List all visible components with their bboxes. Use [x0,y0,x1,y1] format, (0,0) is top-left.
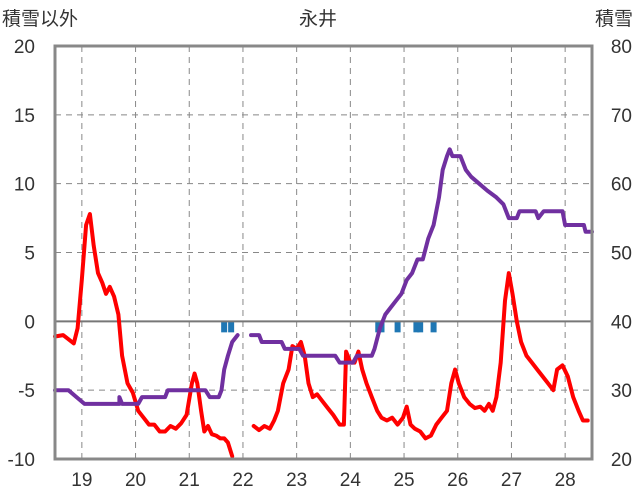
right-tick-label: 70 [611,106,632,127]
x-tick-label: 22 [232,470,253,491]
precip-bar [394,321,401,333]
left-axis-label: 積雪以外 [2,8,78,30]
precip-bar [221,321,228,333]
precip-bar [228,321,235,333]
right-tick-label: 20 [611,450,632,471]
left-tick-label: 5 [24,244,35,265]
line-layer [53,147,594,459]
right-tick-label: 80 [611,37,632,58]
snow-depth-line [249,147,594,365]
x-tick-label: 28 [555,470,576,491]
plot-frame [53,44,594,461]
x-tick-label: 26 [447,470,468,491]
temperature-line [53,212,235,459]
x-tick-label: 21 [179,470,200,491]
right-tick-label: 50 [611,244,632,265]
precip-bar [430,321,437,333]
x-tick-label: 20 [125,470,146,491]
x-tick-label: 25 [393,470,414,491]
x-tick-label: 24 [340,470,362,491]
left-tick-label: -10 [8,450,35,471]
snow-depth-line [53,333,240,406]
right-tick-label: 30 [611,381,632,402]
chart-title: 永井 [299,8,337,30]
left-tick-label: 0 [24,312,35,333]
left-tick-label: -5 [18,381,35,402]
x-tick-label: 27 [501,470,522,491]
precip-bar [375,321,382,333]
left-tick-label: 20 [14,37,35,58]
x-tick-label: 23 [286,470,307,491]
left-tick-label: 10 [14,175,35,196]
right-tick-label: 40 [611,312,632,333]
precip-bar [417,321,424,333]
right-tick-label: 60 [611,175,632,196]
x-tick-label: 19 [71,470,92,491]
temperature-line [251,271,590,441]
precip-bar [413,321,420,333]
left-tick-label: 15 [14,106,35,127]
right-axis-label: 積雪 [595,8,633,30]
